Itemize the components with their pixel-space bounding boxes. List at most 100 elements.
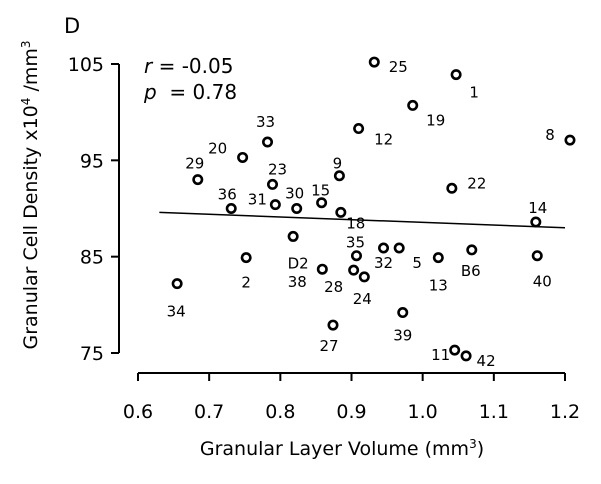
stats-annotation: r = -0.05 p = 0.78 xyxy=(143,54,237,104)
x-tick-label: 1.2 xyxy=(550,401,580,423)
point-label: D2 xyxy=(288,254,309,272)
data-point xyxy=(397,307,409,319)
point-label: 2 xyxy=(241,274,251,292)
point-label: 5 xyxy=(412,254,422,272)
data-point xyxy=(316,197,328,209)
data-point xyxy=(432,252,444,264)
y-axis-label-sup2: 3 xyxy=(19,40,33,48)
data-point xyxy=(393,242,405,254)
data-point xyxy=(333,170,345,182)
y-axis-label-text: Granular Cell Density x10 xyxy=(20,105,42,349)
data-point xyxy=(262,136,274,148)
data-point xyxy=(316,263,328,275)
point-label: 13 xyxy=(429,277,448,295)
point-label: 31 xyxy=(248,191,267,209)
data-point xyxy=(446,182,458,194)
x-tick-label: 1.1 xyxy=(479,401,509,423)
point-label: 40 xyxy=(533,273,552,291)
point-label: 15 xyxy=(311,182,330,200)
point-label: 38 xyxy=(288,273,307,291)
y-axis-label-mid: /mm xyxy=(20,48,42,97)
data-point xyxy=(327,319,339,331)
y-tick-label: 85 xyxy=(80,247,104,269)
data-point xyxy=(460,350,472,362)
data-point xyxy=(358,271,370,283)
x-tick-label: 0.6 xyxy=(123,401,153,423)
point-label: 29 xyxy=(185,155,204,173)
point-label: 24 xyxy=(353,290,372,308)
point-label: 33 xyxy=(256,113,275,131)
y-axis-label-sup1: 4 xyxy=(19,98,33,106)
point-labels: 1258911121314151819202223242527282930313… xyxy=(167,58,555,370)
point-label: 8 xyxy=(545,126,555,144)
p-value: = 0.78 xyxy=(157,80,237,104)
point-label: 42 xyxy=(477,352,496,370)
data-point xyxy=(335,206,347,218)
point-label: 12 xyxy=(374,131,393,149)
p-symbol: p xyxy=(143,80,157,104)
point-label: 11 xyxy=(431,346,450,364)
point-label: B6 xyxy=(461,262,481,280)
data-point xyxy=(564,134,576,146)
data-point xyxy=(407,99,419,111)
data-point xyxy=(368,56,380,68)
data-point xyxy=(353,123,365,135)
x-tick-label: 1.0 xyxy=(408,401,438,423)
r-symbol: r xyxy=(144,54,154,78)
point-label: 19 xyxy=(426,111,445,129)
data-point xyxy=(348,264,360,276)
point-label: 20 xyxy=(208,139,227,157)
data-point xyxy=(350,250,362,262)
x-axis-label: Granular Layer Volume (mm3) xyxy=(200,437,484,460)
x-axis-label-text: Granular Layer Volume (mm xyxy=(200,438,469,460)
data-point xyxy=(225,203,237,215)
point-label: 35 xyxy=(346,234,365,252)
y-tick-label: 95 xyxy=(80,150,104,172)
panel-label: D xyxy=(64,14,80,38)
r-statistic: r = -0.05 xyxy=(144,54,233,78)
data-point xyxy=(267,178,279,190)
y-axis-label: Granular Cell Density x104 /mm3 xyxy=(19,40,42,349)
data-point xyxy=(466,244,478,256)
data-point xyxy=(530,216,542,228)
x-axis-label-sup: 3 xyxy=(469,437,477,451)
data-point xyxy=(449,344,461,356)
x-tick-label: 0.8 xyxy=(265,401,295,423)
point-label: 25 xyxy=(389,58,408,76)
point-label: 32 xyxy=(374,254,393,272)
data-point xyxy=(192,174,204,186)
y-tick-label: 105 xyxy=(68,54,104,76)
data-point xyxy=(287,230,299,242)
data-point xyxy=(450,69,462,81)
point-label: 18 xyxy=(346,214,365,232)
r-value: = -0.05 xyxy=(152,54,233,78)
y-tick-label: 75 xyxy=(80,343,104,365)
point-label: 23 xyxy=(268,160,287,178)
data-point xyxy=(378,242,390,254)
point-label: 28 xyxy=(324,278,343,296)
point-label: 14 xyxy=(528,199,547,217)
point-label: 1 xyxy=(469,84,479,102)
x-tick-label: 0.9 xyxy=(336,401,366,423)
data-point xyxy=(291,203,303,215)
x-tick-label: 0.7 xyxy=(194,401,224,423)
data-point xyxy=(171,278,183,290)
point-label: 39 xyxy=(393,327,412,345)
data-point xyxy=(269,199,281,211)
data-point xyxy=(240,252,252,264)
trend-line xyxy=(159,211,566,229)
data-points xyxy=(171,56,576,362)
y-axis-ticks: 75 85 95 105 xyxy=(68,54,119,365)
data-point xyxy=(237,151,249,163)
point-label: 22 xyxy=(467,174,486,192)
point-label: 36 xyxy=(218,186,237,204)
point-label: 34 xyxy=(167,303,186,321)
data-point xyxy=(531,250,543,262)
point-label: 9 xyxy=(333,155,343,173)
x-axis-ticks: 0.6 0.7 0.8 0.9 1.0 1.1 1.2 xyxy=(123,373,580,423)
x-axis-label-close: ) xyxy=(477,438,484,460)
point-label: 27 xyxy=(319,337,338,355)
point-label: 30 xyxy=(285,185,304,203)
p-statistic: p = 0.78 xyxy=(143,80,237,104)
